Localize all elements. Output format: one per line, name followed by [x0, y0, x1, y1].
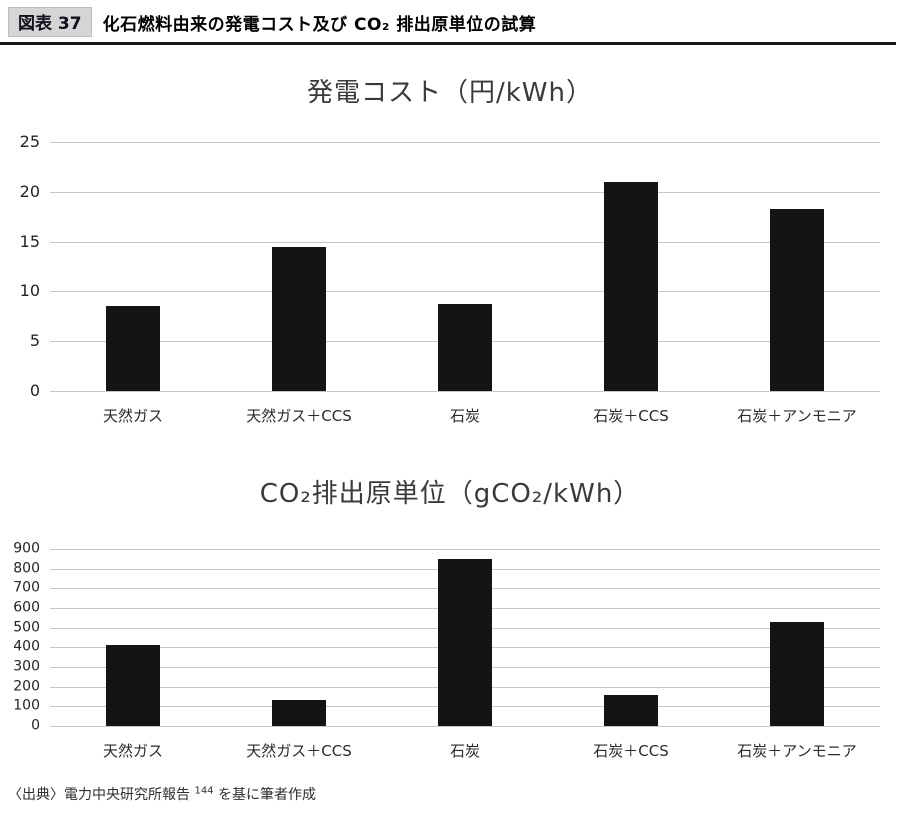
y-tick-label: 700	[13, 580, 40, 597]
y-tick-label: 0	[29, 381, 40, 401]
y-tick-label: 0	[31, 717, 40, 734]
y-tick-label: 500	[13, 619, 40, 636]
y-tick-label: 10	[19, 281, 40, 301]
x-axis-labels: 天然ガス 天然ガス＋CCS 石炭 石炭＋CCS 石炭＋アンモニア	[50, 740, 880, 761]
x-category-label: 石炭＋アンモニア	[737, 742, 857, 760]
bar	[272, 246, 326, 391]
y-tick-label: 900	[13, 540, 40, 557]
bar	[106, 306, 160, 391]
x-category-label: 天然ガス＋CCS	[246, 407, 352, 425]
x-category-label: 石炭＋CCS	[593, 742, 669, 760]
bar	[106, 645, 160, 726]
y-tick-label: 200	[13, 678, 40, 695]
figure-title: 化石燃料由来の発電コスト及び CO₂ 排出原単位の試算	[102, 14, 537, 35]
y-tick-label: 100	[13, 698, 40, 715]
y-tick-label: 600	[13, 599, 40, 616]
plot-area: 0 5 10 15 20 25	[20, 132, 880, 400]
chart-generation-cost: 発電コスト（円/kWh） 0 5 10 15 20 25 天然ガス 天然ガス＋CCS 石炭 石炭…	[0, 72, 900, 426]
x-category-label: 石炭＋CCS	[593, 407, 669, 425]
gridline	[50, 191, 880, 193]
header-rule	[0, 42, 896, 45]
x-category-label: 天然ガス＋CCS	[246, 742, 352, 760]
bar	[604, 181, 658, 391]
x-category-label: 天然ガス	[102, 742, 163, 760]
bar	[272, 700, 326, 726]
gridline	[50, 291, 880, 293]
x-category-label: 天然ガス	[102, 407, 163, 425]
y-tick-label: 25	[19, 132, 40, 152]
bar	[770, 621, 824, 726]
y-tick-label: 5	[29, 331, 40, 351]
chart-title: 発電コスト（円/kWh）	[306, 78, 593, 108]
source-footnote-number: 144	[194, 785, 214, 797]
source-prefix: 〈出典〉電力中央研究所報告	[8, 787, 195, 803]
gridline	[50, 549, 880, 550]
y-tick-label: 800	[13, 560, 40, 577]
x-category-label: 石炭	[449, 742, 480, 760]
x-axis-labels: 天然ガス 天然ガス＋CCS 石炭 石炭＋CCS 石炭＋アンモニア	[50, 405, 880, 426]
gridline	[50, 391, 880, 392]
gridline	[50, 142, 880, 143]
plot-area: 0 100 200 300 400 500 600 700 800 900	[13, 541, 880, 734]
chart-co2-intensity: CO₂排出原単位（gCO₂/kWh） 0 100 200 300 400 500 600 70…	[0, 473, 900, 761]
y-tick-label: 20	[19, 181, 40, 201]
x-category-label: 石炭	[449, 407, 480, 425]
x-category-label: 石炭＋アンモニア	[737, 407, 857, 425]
bar	[604, 694, 658, 726]
gridline	[50, 726, 880, 727]
bar	[438, 304, 492, 391]
figure-number-badge: 図表 37	[8, 7, 92, 37]
bar	[438, 558, 492, 726]
y-tick-label: 15	[19, 231, 40, 251]
bar	[770, 208, 824, 391]
source-suffix: を基に筆者作成	[213, 787, 316, 803]
figure-header: 図表 37 化石燃料由来の発電コスト及び CO₂ 排出原単位の試算	[0, 0, 900, 37]
source-note: 〈出典〉電力中央研究所報告 144 を基に筆者作成	[8, 784, 316, 804]
y-tick-label: 400	[13, 639, 40, 656]
gridline	[50, 241, 880, 243]
chart-title: CO₂排出原単位（gCO₂/kWh）	[259, 479, 641, 509]
y-tick-label: 300	[13, 658, 40, 675]
